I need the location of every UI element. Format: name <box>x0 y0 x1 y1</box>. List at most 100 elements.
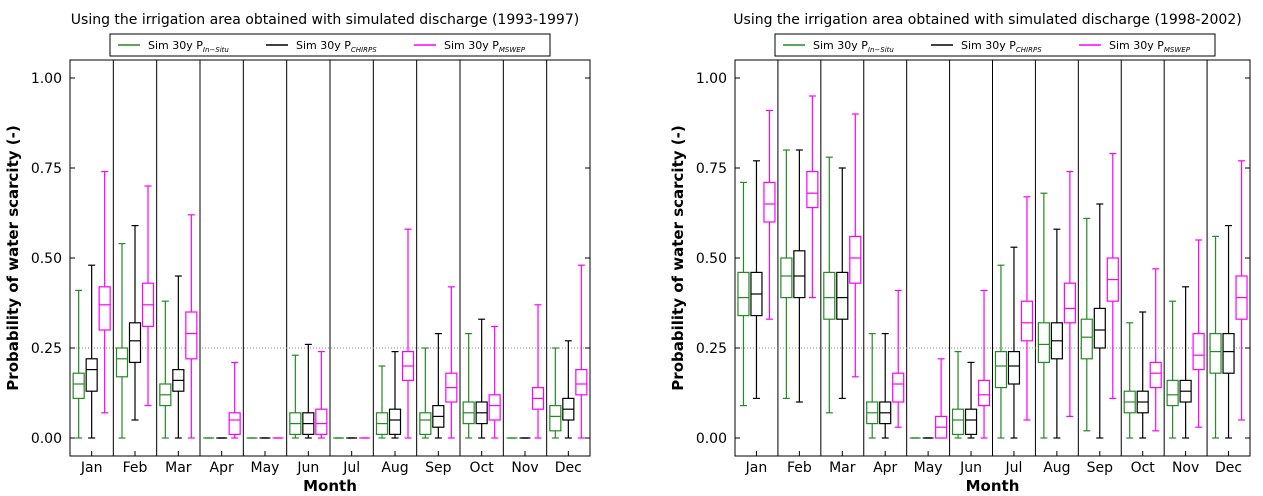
legend-label: Sim 30y PIn−Situ <box>148 39 229 54</box>
x-axis-label: Month <box>966 477 1020 495</box>
box <box>951 408 965 436</box>
y-axis-label: Probability of water scarcity (-) <box>4 125 22 390</box>
box <box>1209 333 1222 374</box>
legend-subscript: CHIRPS <box>1016 46 1042 54</box>
legend-label: Sim 30y PCHIRPS <box>961 39 1042 54</box>
box <box>98 286 111 331</box>
box <box>72 372 85 400</box>
y-tick-label: 0.25 <box>696 341 727 357</box>
x-tick-label: May <box>251 460 280 476</box>
box <box>228 412 241 435</box>
legend-name: Sim 30y P <box>1109 39 1164 52</box>
x-tick-label: Mar <box>165 460 192 476</box>
x-tick-label: Sep <box>425 460 452 476</box>
x-tick-label: Feb <box>123 460 148 476</box>
x-axis-label: Month <box>303 477 357 495</box>
x-tick-label: Dec <box>1215 460 1242 476</box>
y-tick-label: 0.75 <box>696 161 727 177</box>
chart-title: Using the irrigation area obtained with … <box>733 12 1241 28</box>
x-tick-label: May <box>914 460 943 476</box>
box <box>737 271 750 317</box>
box <box>128 322 142 363</box>
box <box>793 250 806 299</box>
box <box>549 405 562 432</box>
box <box>1192 333 1205 371</box>
box <box>964 408 978 436</box>
box <box>1037 322 1050 363</box>
legend-subscript: MSWEP <box>1164 46 1191 54</box>
x-tick-label: Jun <box>959 460 982 476</box>
box <box>1093 307 1106 349</box>
x-tick-label: Nov <box>511 460 538 476</box>
x-tick-label: Mar <box>829 460 856 476</box>
box <box>823 271 836 320</box>
legend-label: Sim 30y PMSWEP <box>444 39 526 54</box>
x-tick-label: Nov <box>1172 460 1199 476</box>
box <box>185 311 198 360</box>
box <box>575 369 588 396</box>
x-tick-label: Aug <box>381 460 408 476</box>
box <box>994 351 1008 389</box>
box <box>1080 318 1093 360</box>
box <box>1149 361 1162 389</box>
legend-name: Sim 30y P <box>961 39 1016 52</box>
chart-title: Using the irrigation area obtained with … <box>71 12 579 28</box>
x-tick-label: Sep <box>1087 460 1114 476</box>
x-tick-label: Jan <box>745 460 768 476</box>
box <box>1166 379 1179 407</box>
box <box>419 412 432 435</box>
box <box>315 408 328 436</box>
y-tick-label: 0.50 <box>31 251 62 267</box>
box <box>1063 282 1076 324</box>
box <box>1020 300 1034 342</box>
y-tick-label: 0.00 <box>696 431 727 447</box>
legend-subscript: CHIRPS <box>351 46 377 54</box>
legend-subscript: In−Situ <box>203 46 229 54</box>
legend-box <box>109 33 551 57</box>
x-tick-label: Dec <box>555 460 582 476</box>
box <box>806 171 819 209</box>
box <box>892 372 905 403</box>
box <box>977 379 991 407</box>
legend-name: Sim 30y P <box>296 39 351 52</box>
y-tick-label: 0.00 <box>31 431 62 447</box>
y-tick-label: 1.00 <box>31 71 62 87</box>
box <box>115 347 129 378</box>
y-tick-label: 0.25 <box>31 341 62 357</box>
box <box>836 271 849 320</box>
x-tick-label: Jan <box>80 460 103 476</box>
legend-label: Sim 30y PMSWEP <box>1109 39 1191 54</box>
box <box>763 181 776 223</box>
legend-box <box>774 33 1216 57</box>
legend-name: Sim 30y P <box>148 39 203 52</box>
plot-frame <box>69 59 591 457</box>
x-tick-label: Jul <box>342 460 360 476</box>
y-tick-label: 0.75 <box>31 161 62 177</box>
box <box>1007 351 1021 385</box>
x-tick-label: Jun <box>296 460 319 476</box>
legend-name: Sim 30y P <box>444 39 499 52</box>
legend-label: Sim 30y PIn−Situ <box>813 39 894 54</box>
legend-subscript: In−Situ <box>868 46 894 54</box>
x-tick-label: Apr <box>873 460 897 476</box>
box <box>488 394 501 421</box>
x-tick-label: Apr <box>210 460 234 476</box>
legend-name: Sim 30y P <box>813 39 868 52</box>
y-tick-label: 0.50 <box>696 251 727 267</box>
x-tick-label: Oct <box>1131 460 1156 476</box>
box <box>85 358 98 392</box>
y-axis-label: Probability of water scarcity (-) <box>669 125 687 390</box>
legend-label: Sim 30y PCHIRPS <box>296 39 377 54</box>
x-tick-label: Oct <box>470 460 495 476</box>
box <box>388 408 402 436</box>
x-tick-label: Feb <box>787 460 812 476</box>
box <box>1222 333 1235 374</box>
plot-frame <box>734 59 1251 457</box>
legend-subscript: MSWEP <box>499 46 526 54</box>
box <box>849 235 862 284</box>
box <box>780 257 793 299</box>
y-tick-label: 1.00 <box>696 71 727 87</box>
x-tick-label: Aug <box>1043 460 1070 476</box>
x-tick-label: Jul <box>1005 460 1023 476</box>
